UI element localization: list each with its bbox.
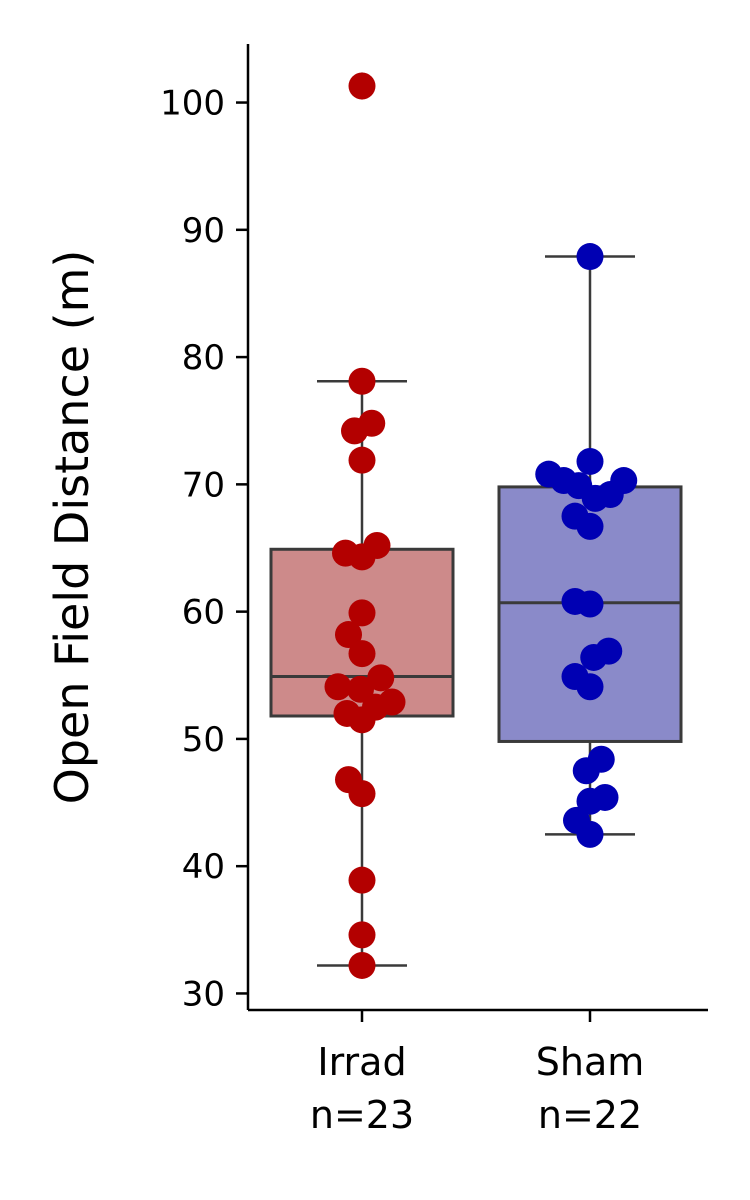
irrad-data-point bbox=[348, 72, 376, 100]
irrad-data-point bbox=[348, 921, 376, 949]
irrad-data-point bbox=[367, 664, 395, 692]
irrad-count-label: n=23 bbox=[310, 1093, 414, 1137]
sham-data-point bbox=[580, 643, 608, 671]
sham-data-point bbox=[576, 243, 604, 271]
irrad-data-point bbox=[348, 446, 376, 474]
sham-count-label: n=22 bbox=[538, 1093, 642, 1137]
y-tick-label: 80 bbox=[182, 338, 225, 378]
sham-data-point bbox=[572, 757, 600, 785]
irrad-data-point bbox=[341, 417, 368, 445]
y-tick-label: 100 bbox=[160, 84, 225, 124]
y-ticks-layer: 30 40 50 60 70 80 90 100 bbox=[160, 84, 248, 1014]
irrad-category-label: Irrad bbox=[317, 1040, 406, 1084]
sham-data-point bbox=[576, 447, 604, 475]
x-ticks-layer: Irrad n=23 Sham n=22 bbox=[310, 1010, 644, 1137]
irrad-data-point bbox=[348, 543, 376, 571]
points-layer bbox=[324, 72, 638, 979]
sham-data-point bbox=[576, 512, 604, 540]
sham-data-point bbox=[576, 820, 604, 848]
y-tick-label: 90 bbox=[182, 211, 225, 251]
y-tick-label: 60 bbox=[182, 593, 225, 633]
sham-category-label: Sham bbox=[536, 1040, 645, 1084]
irrad-data-point bbox=[348, 706, 376, 734]
y-tick-label: 50 bbox=[182, 720, 225, 760]
sham-data-point bbox=[581, 484, 609, 512]
irrad-data-point bbox=[348, 599, 376, 627]
y-axis-label: Open Field Distance (m) bbox=[45, 250, 99, 805]
irrad-data-point bbox=[348, 640, 376, 668]
y-tick-label: 70 bbox=[182, 465, 225, 505]
irrad-data-point bbox=[348, 367, 376, 395]
irrad-data-point bbox=[335, 621, 362, 649]
sham-data-point bbox=[576, 787, 604, 815]
irrad-data-point bbox=[324, 673, 352, 701]
irrad-data-point bbox=[347, 675, 374, 703]
y-tick-label: 30 bbox=[182, 974, 225, 1014]
irrad-data-point bbox=[348, 866, 376, 894]
irrad-data-point bbox=[348, 780, 376, 808]
sham-data-point bbox=[576, 590, 604, 618]
axes-layer bbox=[246, 44, 708, 1012]
irrad-data-point bbox=[348, 951, 376, 979]
boxes-layer bbox=[269, 72, 683, 967]
sham-data-point bbox=[576, 673, 604, 701]
y-tick-label: 40 bbox=[182, 847, 225, 887]
